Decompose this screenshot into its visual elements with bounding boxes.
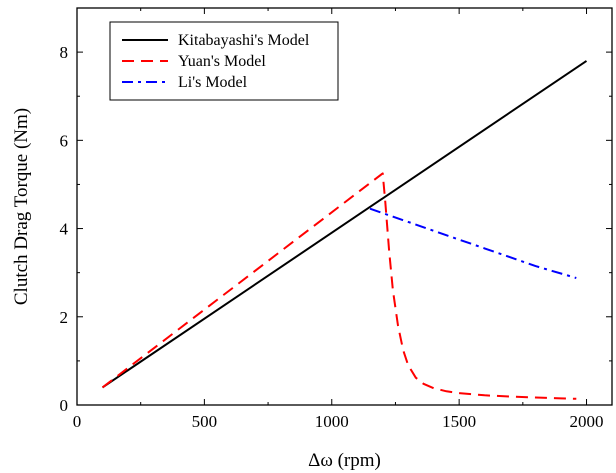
y-axis-title: Clutch Drag Torque (Nm) [11,108,32,305]
series-line-li [369,207,577,279]
legend: Kitabayashi's Model Yuan's Model Li's Mo… [109,21,339,101]
series-line-kitabayashi [101,60,588,389]
y-tick-label: 2 [60,308,69,327]
legend-label-kitabayashi: Kitabayashi's Model [178,32,310,49]
x-tick-label: 1000 [315,412,349,431]
legend-label-li: Li's Model [178,74,248,91]
y-tick-label: 0 [60,396,69,415]
x-tick-label: 500 [192,412,218,431]
x-axis-title: Δω (rpm) [308,450,381,471]
x-tick-label: 2000 [570,412,604,431]
y-tick-label: 6 [60,131,69,150]
x-tick-label: 0 [73,412,82,431]
y-tick-label: 4 [60,220,69,239]
x-tick-label: 1500 [442,412,476,431]
legend-label-yuan: Yuan's Model [178,53,266,70]
y-tick-label: 8 [60,43,69,62]
series-line-yuan [101,172,577,400]
plot-frame [76,7,613,406]
plot-area [76,7,613,406]
axis-ticks: 0 500 1000 1500 2000 0 2 4 6 8 [60,8,612,431]
series-lines [101,60,588,400]
